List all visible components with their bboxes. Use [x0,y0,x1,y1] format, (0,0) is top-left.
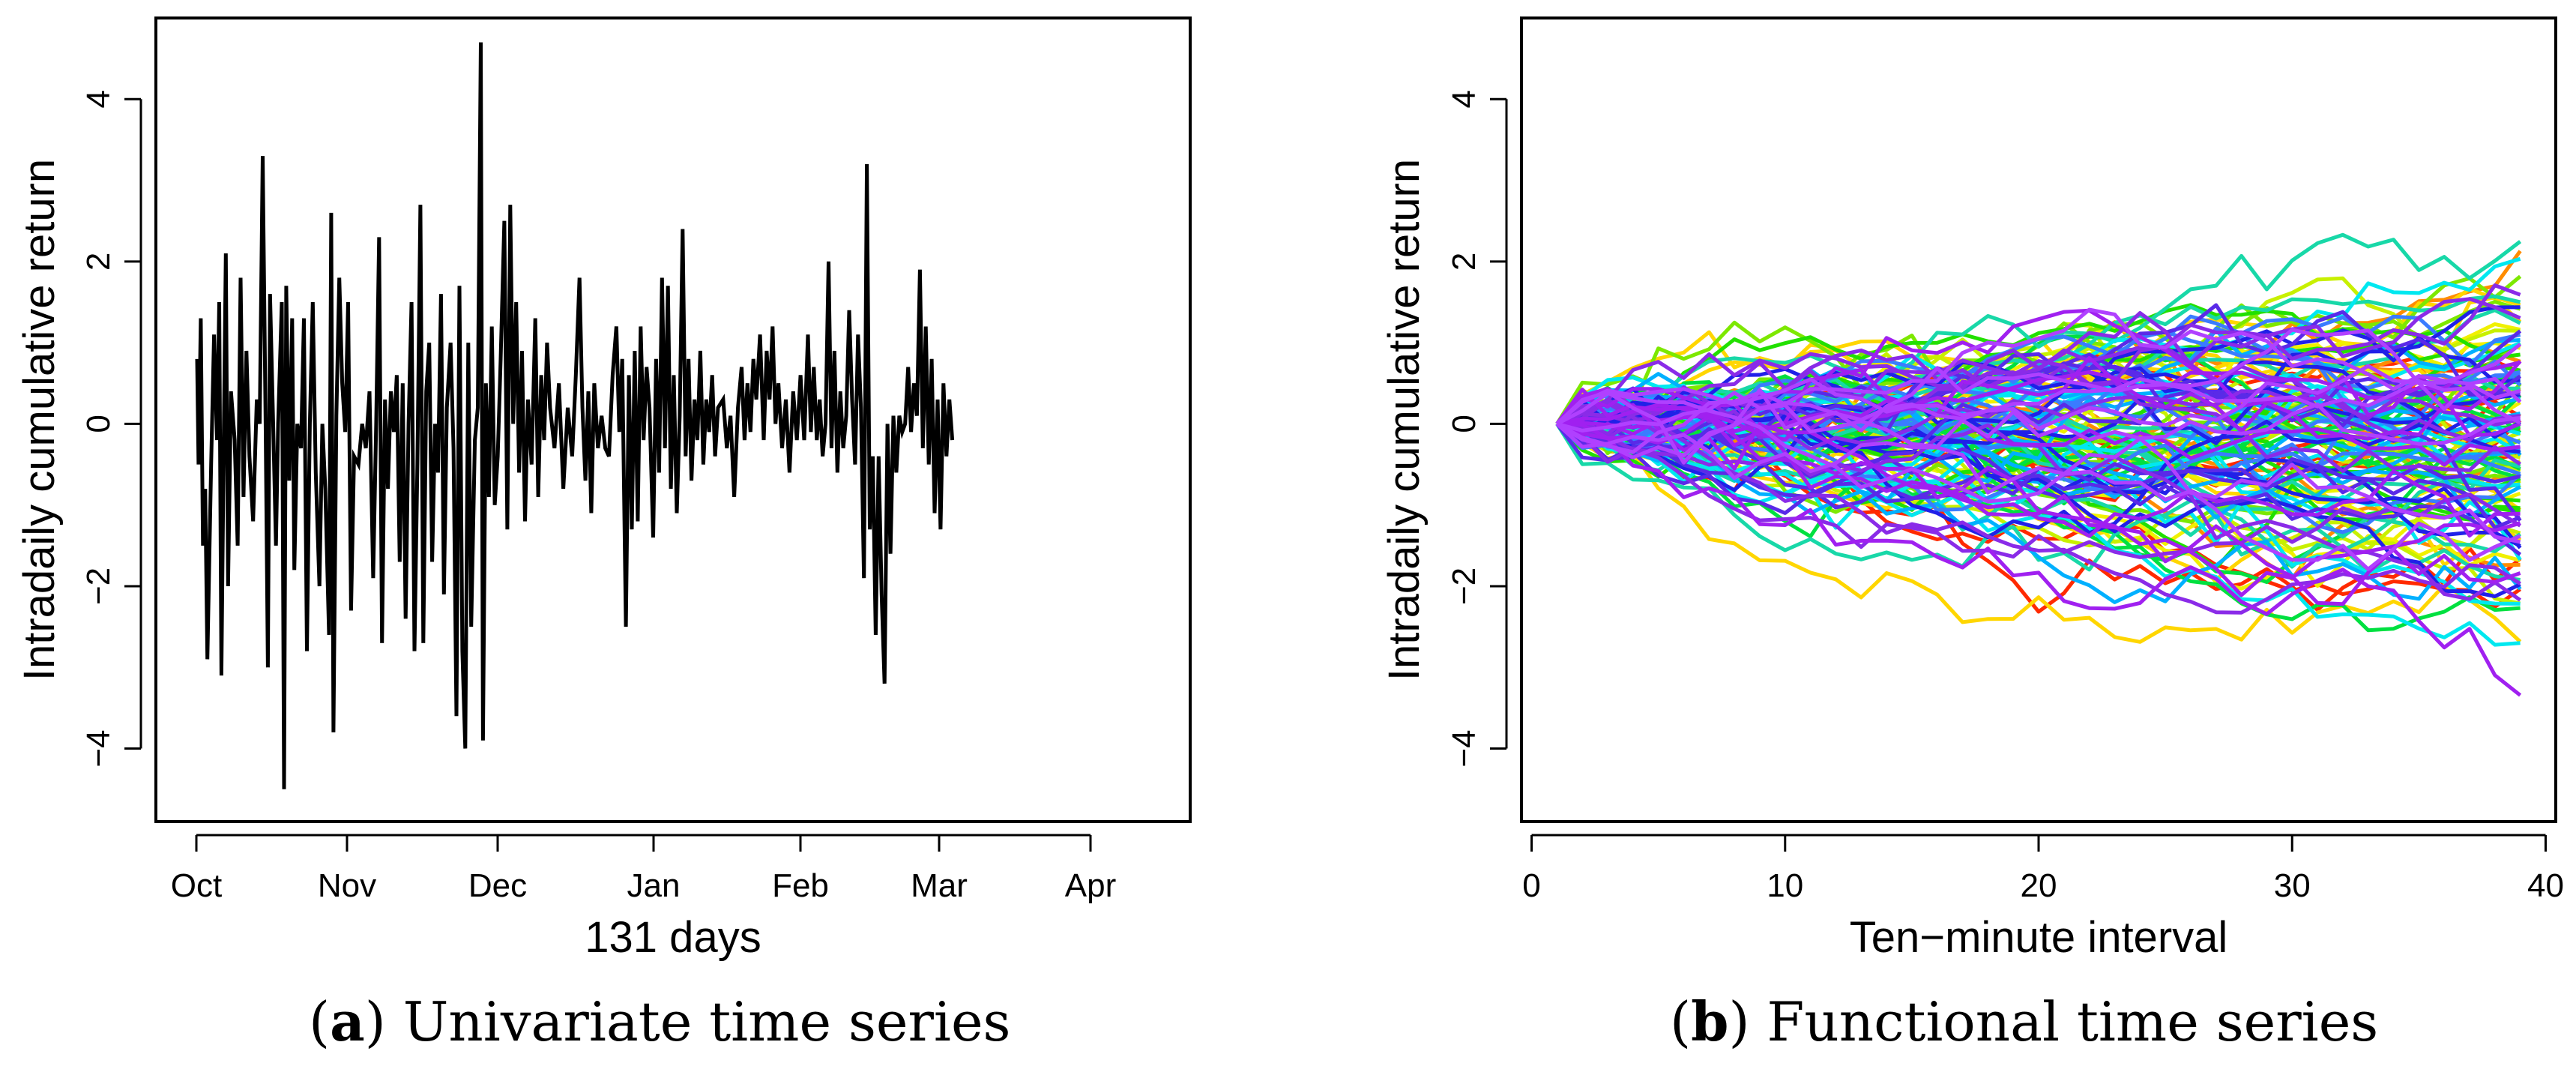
panel-b-curve [1555,388,2521,606]
caption-a-letter: a [330,990,365,1053]
panel-b-curve [1556,405,2521,647]
panel-b-plot-frame [1520,16,2557,823]
panel-b-x-tick-label: 10 [1767,867,1803,904]
panel-b-curve [1557,421,2521,559]
panel-a-x-tick-label: Feb [772,867,829,904]
panel-b-curve [1556,422,2522,644]
panel-b-curve [1557,421,2522,697]
panel-a-univariate-chart: Oct Nov Dec Jan Feb Mar Apr −4 −2 0 2 4 131 days I… [15,16,1192,962]
panel-b-y-tick-label: −4 [1446,729,1482,767]
panel-b-x-axis-label: Ten−minute interval [1850,913,2228,962]
panel-a-x-tick-label: Mar [911,867,968,904]
panel-b-y-tick-label: 4 [1446,90,1482,108]
panel-a-y-axis-label: Intradaily cumulative return [15,159,64,681]
panel-b-curve [1556,402,2521,460]
panel-b-curve [1556,360,2521,454]
panel-b-curve [1555,393,2522,604]
panel-b-curve [1556,391,2521,544]
panel-a-x-axis: Oct Nov Dec Jan Feb Mar Apr [171,834,1116,904]
panel-a-series-line [195,42,955,789]
caption-a-text: Univariate time series [402,990,1011,1053]
panel-b-x-tick-label: 30 [2274,867,2311,904]
caption-b-text: Functional time series [1767,990,2379,1053]
panel-b-curve [1556,360,2521,442]
panel-a-plot-frame [154,16,1192,823]
panel-a-y-tick-label: 2 [80,253,117,271]
panel-b-curve [1556,422,2521,530]
panel-a-y-tick-label: 4 [80,90,117,108]
panel-a-x-tick-label: Oct [171,867,222,904]
caption-b: (b) Functional time series [1670,990,2379,1053]
panel-b-curve [1556,414,2521,538]
panel-b-x-tick-label: 40 [2527,867,2564,904]
panel-b-curve [1556,348,2522,474]
panel-a-y-axis: −4 −2 0 2 4 [80,90,142,768]
panel-a-x-tick-label: Dec [468,867,527,904]
panel-b-curve [1556,297,2521,426]
panel-b-curve [1555,423,2521,572]
panel-b-functional-chart: 0 10 20 30 40 −4 −2 0 2 4 Ten−minute interval In… [1380,16,2564,962]
panel-b-x-tick-label: 20 [2021,867,2057,904]
caption-a: (a) Univariate time series [309,990,1011,1053]
panel-b-y-tick-label: −2 [1446,567,1482,605]
panel-b-curve [1555,343,2522,431]
panel-b-y-tick-label: 2 [1446,253,1482,271]
panel-a-y-tick-label: −4 [80,729,117,767]
panel-b-curve [1556,355,2522,448]
panel-a-y-tick-label: 0 [80,415,117,433]
panel-b-y-tick-label: 0 [1446,415,1482,433]
panel-a-x-tick-label: Apr [1065,867,1116,904]
panel-b-curves [1555,232,2522,697]
panel-b-y-axis: −4 −2 0 2 4 [1446,90,1508,768]
panel-b-x-tick-label: 0 [1522,867,1540,904]
panel-b-x-axis: 0 10 20 30 40 [1522,834,2564,904]
panel-b-curve [1555,389,2522,523]
panel-a-series [195,42,955,789]
panel-a-x-tick-label: Nov [318,867,376,904]
panel-a-x-axis-label: 131 days [585,913,761,962]
panel-b-curve [1556,377,2521,433]
panel-b-y-axis-label: Intradaily cumulative return [1380,159,1429,681]
panel-b-curve [1555,422,2521,571]
panel-a-x-tick-label: Jan [627,867,681,904]
caption-b-letter: b [1691,990,1729,1053]
panel-a-y-tick-label: −2 [80,567,117,605]
